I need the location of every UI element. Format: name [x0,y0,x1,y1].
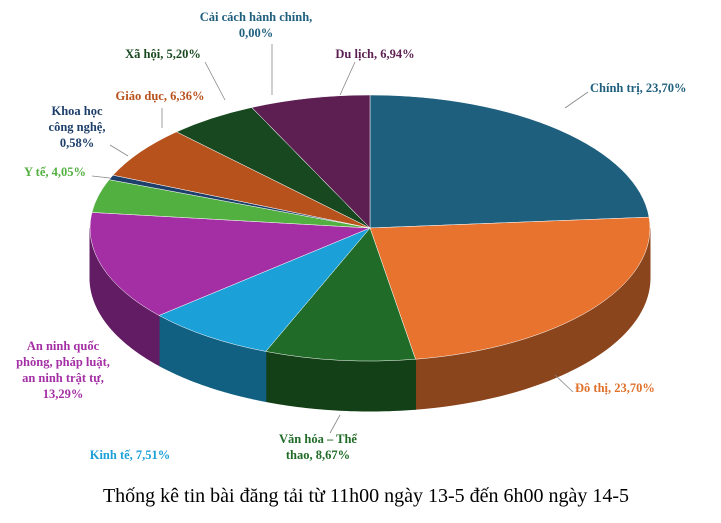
data-label: Đô thị, 23,70% [575,381,655,395]
pie-slice [89,212,371,316]
pie-slice [158,227,371,352]
data-label: Khoa học [51,104,103,118]
data-label: Chính trị, 23,70% [590,81,687,95]
data-label: Y tế, 4,05% [24,165,86,179]
pie-slice [251,94,371,229]
leader-line [564,91,589,109]
leader-line [339,61,356,96]
data-label: Cải cách hành chính, [200,10,313,24]
leader-line [91,175,111,179]
leader-line [329,414,341,434]
data-label: phòng, pháp luật, [16,355,110,369]
data-label: Du lịch, 6,94% [335,47,414,61]
data-label: Xã hội, 5,20% [125,47,201,61]
chart-title: Thống kê tin bài đăng tải từ 11h00 ngày … [103,485,629,507]
data-label: 0,00% [239,26,273,40]
data-label: thao, 8,67% [286,448,350,462]
data-label: 13,29% [43,387,84,401]
pie-slice [112,131,371,229]
data-label: an ninh trật tự, [22,371,104,385]
data-label: Giáo dục, 6,36% [116,89,205,103]
pie-slice [369,216,651,360]
data-label: An ninh quốc [27,339,100,353]
data-label: 0,58% [60,136,94,150]
leader-line [554,374,574,393]
data-label: Văn hóa – Thể [279,432,357,446]
data-label: công nghệ, [49,120,106,134]
data-label: Kinh tế, 7,51% [90,448,171,462]
leader-line [204,61,226,101]
leader-line [109,144,129,157]
pie-slice [369,94,650,229]
pie-slice [265,227,416,362]
